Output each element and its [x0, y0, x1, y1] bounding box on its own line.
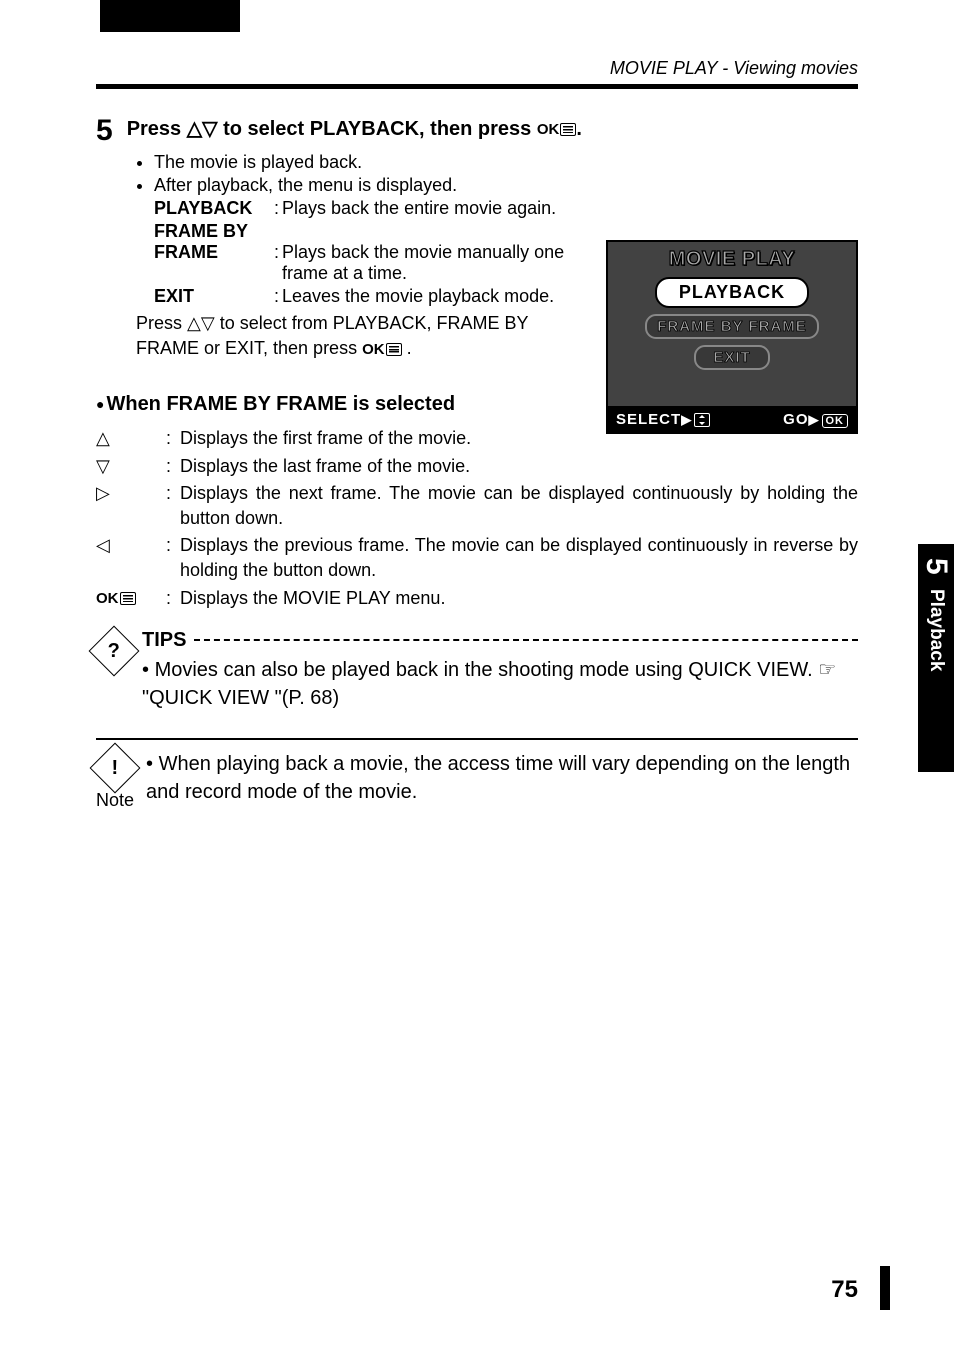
lcd-bottom-bar: SELECT▶ GO▶OK [608, 406, 856, 432]
tips-title: TIPS [142, 629, 186, 652]
tips-block: ? TIPS • Movies can also be played back … [96, 629, 858, 712]
tips-dashes [194, 639, 858, 641]
arrow-left-text: Displays the previous frame. The movie c… [180, 533, 858, 583]
step-bullets: The movie is played back. After playback… [136, 152, 858, 196]
page-number: 75 [831, 1276, 858, 1304]
ok-icon: OK [537, 120, 560, 140]
chapter-number: 5 [919, 558, 953, 575]
def-colon: : [274, 286, 282, 307]
up-down-arrows-icon: △▽ [187, 118, 218, 140]
tips-text-1: Movies can also be played back in the sh… [155, 659, 819, 681]
step-title-text-3: . [576, 118, 582, 140]
arrow-ok-row: OK : Displays the MOVIE PLAY menu. [96, 586, 858, 611]
arrow-right-row: ▷ : Displays the next frame. The movie c… [96, 481, 858, 531]
up-down-arrows-icon: △▽ [187, 313, 215, 333]
colon: : [166, 481, 180, 531]
chapter-side-tab: 5 Playback [918, 544, 954, 772]
note-block: ! Note • When playing back a movie, the … [96, 750, 858, 811]
tips-body: TIPS • Movies can also be played back in… [142, 629, 858, 712]
arrow-function-list: △ : Displays the first frame of the movi… [96, 426, 858, 610]
def-desc-exit: Leaves the movie playback mode. [282, 286, 572, 307]
question-mark-icon: ? [108, 639, 120, 662]
colon: : [166, 454, 180, 479]
pointing-hand-icon: ☞ [818, 659, 836, 681]
ok-icon: OK [96, 588, 119, 609]
def-term-exit: EXIT [154, 286, 274, 307]
def-term-frame-2: FRAME [154, 242, 274, 284]
page-content: 5 Press △▽ to select PLAYBACK, then pres… [96, 116, 858, 811]
running-head: MOVIE PLAY - Viewing movies [610, 58, 858, 79]
lcd-select: SELECT▶ [616, 411, 710, 428]
tips-text-2: "QUICK VIEW "(P. 68) [142, 687, 339, 709]
lcd-title: MOVIE PLAY [640, 248, 824, 271]
right-arrow-icon: ▷ [96, 481, 166, 531]
def-frame-line1: FRAME BY [154, 221, 858, 242]
press-instruction: Press △▽ to select from PLAYBACK, FRAME … [136, 311, 556, 361]
down-arrow-icon: ▽ [96, 454, 166, 479]
note-text-content: When playing back a movie, the access ti… [146, 753, 850, 803]
top-black-tab [100, 0, 240, 32]
step-number: 5 [96, 116, 113, 146]
lcd-option-playback: PLAYBACK [655, 277, 809, 308]
lcd-option-exit: EXIT [694, 345, 770, 370]
up-arrow-icon: △ [96, 426, 166, 451]
note-divider [96, 738, 858, 740]
footer-black-bar [880, 1266, 890, 1310]
menu-icon [120, 592, 136, 605]
lcd-ok-chip: OK [822, 414, 849, 428]
lcd-option-frame: FRAME BY FRAME [645, 314, 819, 339]
step-title-text-2: to select PLAYBACK, then press [218, 118, 537, 140]
exclamation-icon: ! [112, 756, 119, 779]
note-diamond-icon: ! [90, 742, 141, 793]
step-title: Press △▽ to select PLAYBACK, then press … [127, 116, 582, 146]
def-desc-frame: Plays back the movie manually one frame … [282, 242, 572, 284]
bullet-dot-icon: ● [96, 396, 104, 412]
lcd-go: GO▶OK [783, 411, 848, 428]
lcd-go-label: GO [783, 411, 808, 428]
def-desc-playback: Plays back the entire movie again. [282, 198, 572, 219]
note-text: • When playing back a movie, the access … [146, 750, 858, 806]
nav-pad-icon [694, 413, 710, 427]
lcd-screenshot: MOVIE PLAY PLAYBACK FRAME BY FRAME EXIT … [606, 240, 858, 434]
left-arrow-icon: ◁ [96, 533, 166, 583]
tips-text: • Movies can also be played back in the … [142, 656, 858, 712]
header-divider [96, 84, 858, 89]
ok-menu-icon: OK [96, 586, 166, 611]
tips-diamond-icon: ? [89, 625, 140, 676]
colon: : [166, 586, 180, 611]
menu-icon [386, 343, 402, 356]
lcd-select-label: SELECT [616, 411, 681, 428]
colon: : [166, 426, 180, 451]
def-colon: : [274, 242, 282, 284]
def-playback: PLAYBACK : Plays back the entire movie a… [154, 198, 858, 219]
step-5: 5 Press △▽ to select PLAYBACK, then pres… [96, 116, 858, 146]
step-title-text-1: Press [127, 118, 187, 140]
colon: : [166, 533, 180, 583]
menu-icon [560, 123, 576, 136]
bullet-1: The movie is played back. [154, 152, 858, 173]
def-colon: : [274, 198, 282, 219]
bullet-2: After playback, the menu is displayed. [154, 175, 858, 196]
ok-icon: OK [362, 339, 385, 360]
note-icon-column: ! Note [96, 750, 134, 811]
def-term-frame-1: FRAME BY [154, 221, 274, 242]
chapter-label: Playback [925, 589, 947, 671]
arrow-down-row: ▽ : Displays the last frame of the movie… [96, 454, 858, 479]
arrow-ok-text: Displays the MOVIE PLAY menu. [180, 586, 858, 611]
arrow-left-row: ◁ : Displays the previous frame. The mov… [96, 533, 858, 583]
tips-title-row: TIPS [142, 629, 858, 652]
arrow-down-text: Displays the last frame of the movie. [180, 454, 858, 479]
def-term-playback: PLAYBACK [154, 198, 274, 219]
press-text-3: . [402, 338, 412, 358]
right-arrow-icon: ▶ [681, 412, 692, 427]
right-arrow-icon: ▶ [809, 412, 820, 427]
subhead-text: When FRAME BY FRAME is selected [106, 393, 455, 415]
arrow-right-text: Displays the next frame. The movie can b… [180, 481, 858, 531]
press-text-1: Press [136, 313, 187, 333]
